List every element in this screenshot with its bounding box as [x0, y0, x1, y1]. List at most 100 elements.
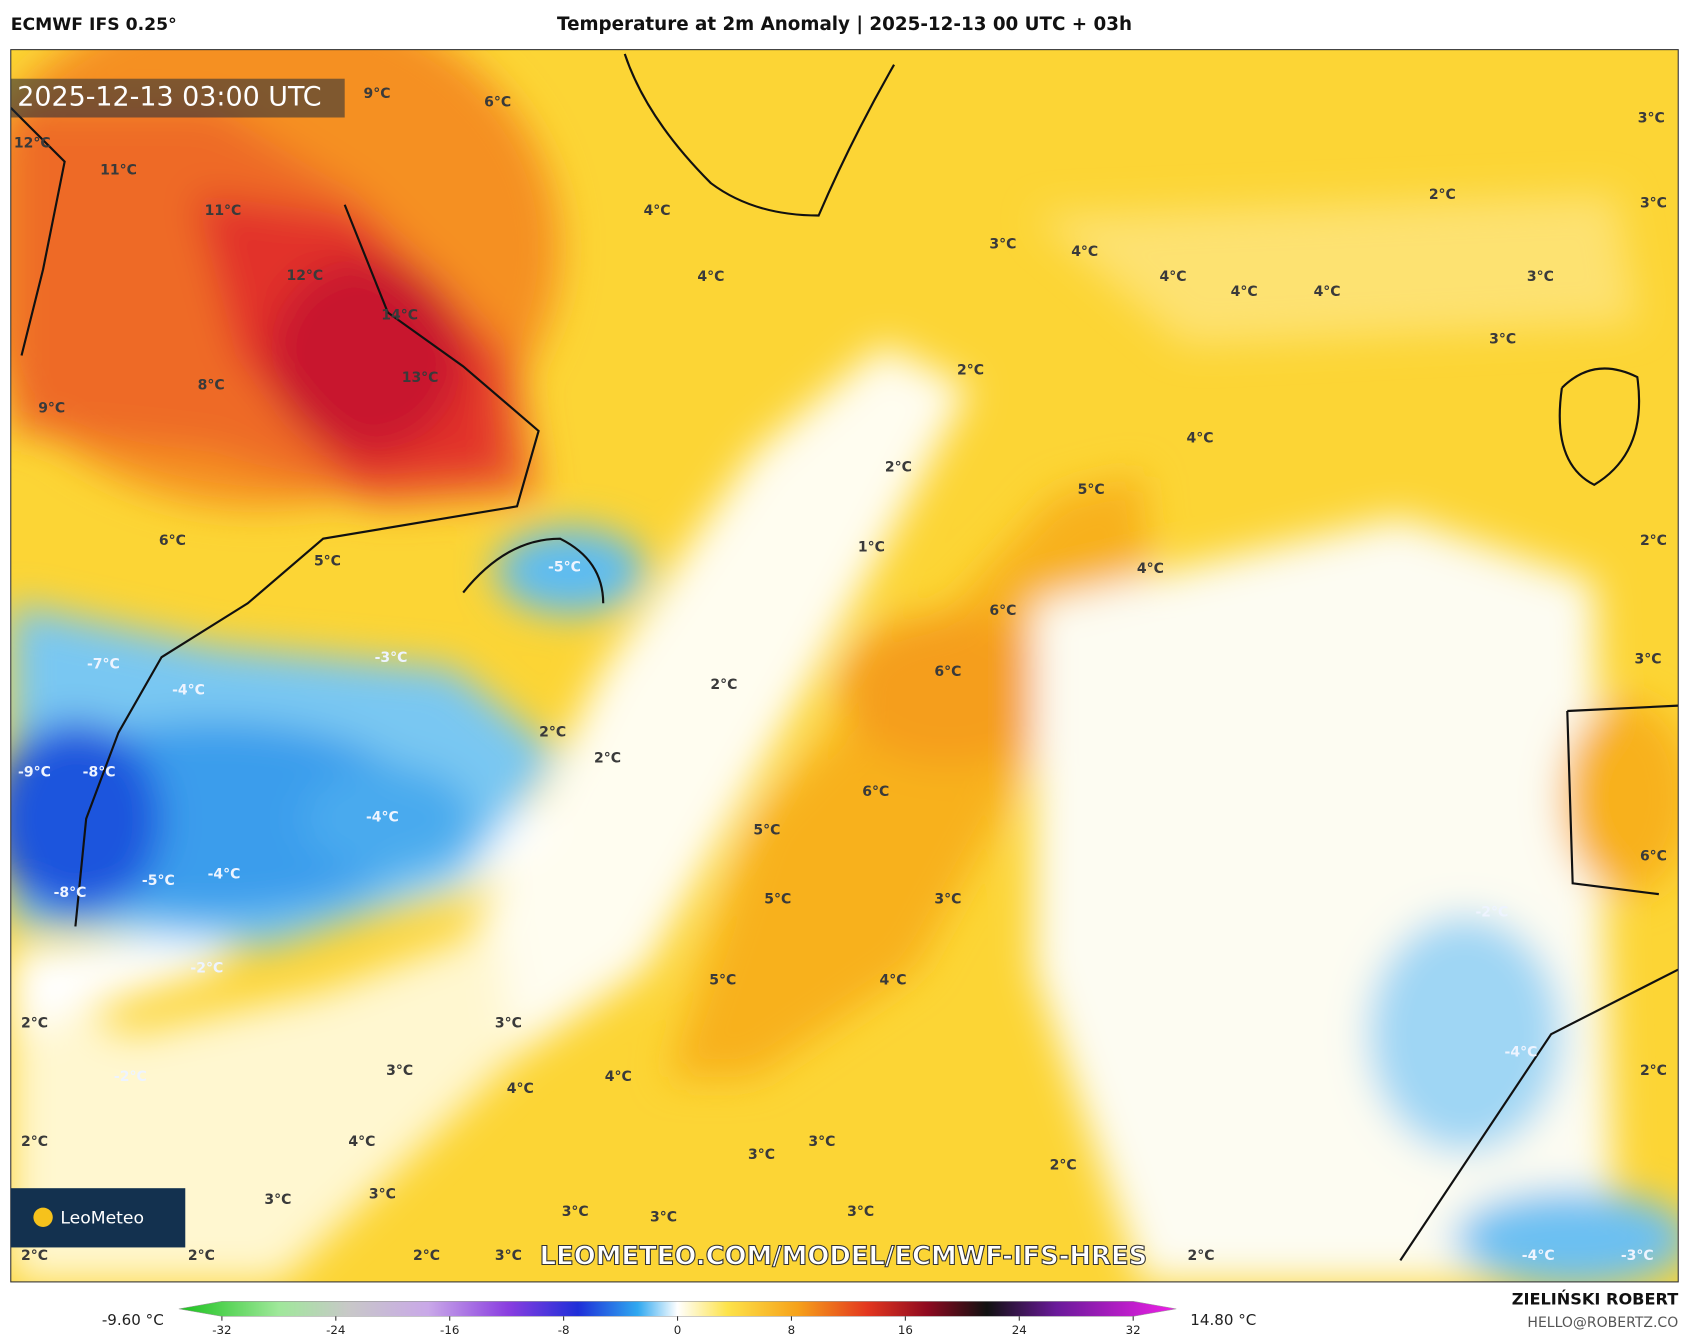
temperature-label: -2°C: [190, 960, 223, 976]
temperature-label: 11°C: [100, 162, 137, 178]
temperature-label: 3°C: [369, 1187, 396, 1203]
temperature-label: 2°C: [21, 1015, 48, 1031]
map-labels: 9°C 6°C 12°C 11°C 11°C 4°C 12°C 14°C 4°C 3°C 4°C 4°…: [14, 86, 1667, 1264]
temperature-label: 2°C: [885, 460, 912, 476]
temperature-label: 3°C: [1638, 111, 1665, 127]
temperature-label: 6°C: [484, 94, 511, 110]
temperature-label: 2°C: [594, 750, 621, 766]
temperature-label: 2°C: [539, 725, 566, 741]
temperature-label: 5°C: [1078, 482, 1105, 498]
colorbar-min: -9.60 °C: [102, 1311, 164, 1329]
temperature-label: 4°C: [879, 972, 906, 988]
temperature-label: 5°C: [753, 823, 780, 839]
temperature-label: 5°C: [709, 972, 736, 988]
temperature-label: 4°C: [1186, 430, 1213, 446]
temperature-label: 3°C: [495, 1015, 522, 1031]
author: ZIELIŃSKI ROBERT: [1512, 1290, 1678, 1309]
temperature-label: 6°C: [989, 603, 1016, 619]
temperature-label: 3°C: [748, 1147, 775, 1163]
temperature-label: 2°C: [1050, 1158, 1077, 1174]
colorbar-tick-label: -16: [440, 1323, 459, 1337]
temperature-label: 1°C: [858, 539, 885, 555]
temperature-label: 4°C: [1071, 244, 1098, 260]
colorbar-tick-label: -24: [326, 1323, 345, 1337]
temperature-label: -5°C: [548, 560, 581, 576]
temperature-label: -4°C: [366, 810, 399, 826]
colorbar-tick-label: 8: [788, 1323, 796, 1337]
temperature-label: -5°C: [142, 873, 175, 889]
colorbar-max: 14.80 °C: [1190, 1311, 1256, 1329]
temperature-label: 6°C: [1640, 848, 1667, 864]
model-name: ECMWF IFS 0.25°: [11, 15, 177, 35]
temperature-label: 4°C: [697, 269, 724, 285]
temperature-label: 6°C: [934, 664, 961, 680]
temperature-label: 4°C: [507, 1081, 534, 1097]
temperature-label: 2°C: [1640, 1063, 1667, 1079]
temperature-label: -7°C: [87, 657, 120, 673]
colorbar: -32 -24 -16 -8 0 8 16 24 32: [178, 1301, 1177, 1337]
temperature-label: -2°C: [114, 1069, 147, 1085]
temperature-label: 14°C: [381, 308, 418, 324]
logo-sun: [33, 1207, 53, 1227]
temperature-label: 2°C: [21, 1134, 48, 1150]
watermark: LEOMETEO.COM/MODEL/ECMWF-IFS-HRES: [540, 1242, 1148, 1272]
temperature-label: 2°C: [1188, 1248, 1215, 1264]
temperature-label: -8°C: [54, 885, 87, 901]
temperature-label: 2°C: [188, 1248, 215, 1264]
temperature-label: 2°C: [1429, 187, 1456, 203]
temperature-label: 13°C: [402, 370, 439, 386]
temperature-label: -9°C: [18, 764, 51, 780]
temperature-label: 4°C: [605, 1069, 632, 1085]
temperature-label: 4°C: [1137, 561, 1164, 577]
temperature-label: 6°C: [159, 533, 186, 549]
temperature-label: 3°C: [1640, 196, 1667, 212]
temperature-label: -4°C: [172, 683, 205, 699]
temperature-label: 3°C: [264, 1192, 291, 1208]
temperature-label: 3°C: [1489, 331, 1516, 347]
temperature-label: -4°C: [208, 867, 241, 883]
temperature-label: 3°C: [989, 237, 1016, 253]
temperature-label: 3°C: [650, 1209, 677, 1225]
colorbar-tick-label: -8: [558, 1323, 570, 1337]
temperature-label: 2°C: [957, 363, 984, 379]
temperature-label: 6°C: [862, 784, 889, 800]
temperature-label: 4°C: [1314, 284, 1341, 300]
temperature-label: 12°C: [14, 135, 51, 151]
temperature-label: 12°C: [286, 268, 323, 284]
timestamp-box: [10, 78, 345, 118]
temperature-label: 5°C: [764, 892, 791, 908]
temperature-label: 5°C: [314, 553, 341, 569]
temperature-label: 8°C: [198, 378, 225, 394]
temperature-label: -4°C: [1522, 1248, 1555, 1264]
temperature-label: -8°C: [83, 764, 116, 780]
temperature-label: 2°C: [21, 1248, 48, 1264]
colorbar-bar: [178, 1301, 1177, 1317]
temperature-label: 2°C: [413, 1248, 440, 1264]
temperature-label: 3°C: [1527, 269, 1554, 285]
temperature-label: 2°C: [710, 677, 737, 693]
email: HELLO@ROBERTZ.CO: [1527, 1315, 1678, 1331]
temperature-label: -3°C: [375, 650, 408, 666]
temperature-label: 9°C: [38, 400, 65, 416]
temperature-label: 11°C: [205, 203, 242, 219]
colorbar-tick-label: 24: [1012, 1323, 1027, 1337]
temperature-label: 4°C: [1160, 269, 1187, 285]
temperature-label: 4°C: [348, 1134, 375, 1150]
colorbar-tick-label: 32: [1126, 1323, 1141, 1337]
temperature-label: 2°C: [1640, 533, 1667, 549]
temperature-label: 9°C: [364, 86, 391, 102]
temperature-label: 3°C: [495, 1248, 522, 1264]
map: [10, 49, 1679, 1282]
temperature-label: -4°C: [1505, 1044, 1538, 1060]
temperature-label: 3°C: [1635, 651, 1662, 667]
logo: LeoMeteo: [60, 1208, 144, 1228]
colorbar-tick-label: 16: [898, 1323, 913, 1337]
temperature-label: 3°C: [934, 892, 961, 908]
timestamp: 2025-12-13 03:00 UTC: [17, 82, 321, 113]
temperature-label: 4°C: [1231, 284, 1258, 300]
temperature-label: 3°C: [386, 1063, 413, 1079]
map-frame: [10, 49, 1679, 1283]
temperature-label: 3°C: [808, 1134, 835, 1150]
temperature-label: -2°C: [1475, 904, 1508, 920]
colorbar-tick-label: -32: [212, 1323, 231, 1337]
